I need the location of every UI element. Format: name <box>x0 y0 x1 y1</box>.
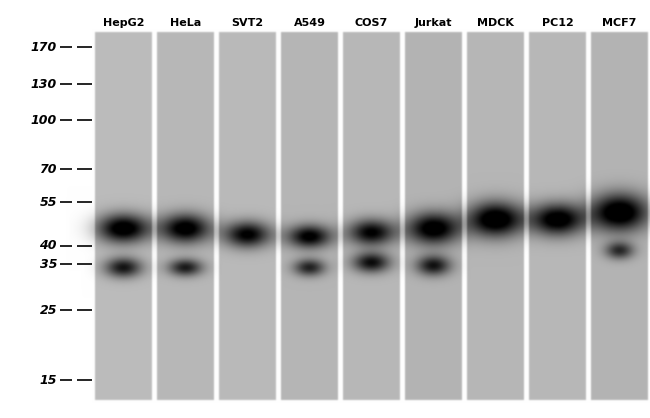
Text: 35: 35 <box>40 257 57 270</box>
Text: A549: A549 <box>294 18 326 28</box>
Text: MCF7: MCF7 <box>603 18 637 28</box>
Text: SVT2: SVT2 <box>231 18 263 28</box>
Text: 40: 40 <box>40 239 57 252</box>
Text: PC12: PC12 <box>541 18 573 28</box>
Text: 100: 100 <box>31 114 57 127</box>
Text: 15: 15 <box>40 374 57 387</box>
Text: COS7: COS7 <box>355 18 388 28</box>
Text: 70: 70 <box>40 163 57 176</box>
Text: 170: 170 <box>31 41 57 54</box>
Text: MDCK: MDCK <box>477 18 514 28</box>
Text: 130: 130 <box>31 78 57 91</box>
Text: HeLa: HeLa <box>170 18 201 28</box>
Text: 55: 55 <box>40 196 57 209</box>
Text: Jurkat: Jurkat <box>415 18 452 28</box>
Text: HepG2: HepG2 <box>103 18 144 28</box>
Text: 25: 25 <box>40 304 57 317</box>
